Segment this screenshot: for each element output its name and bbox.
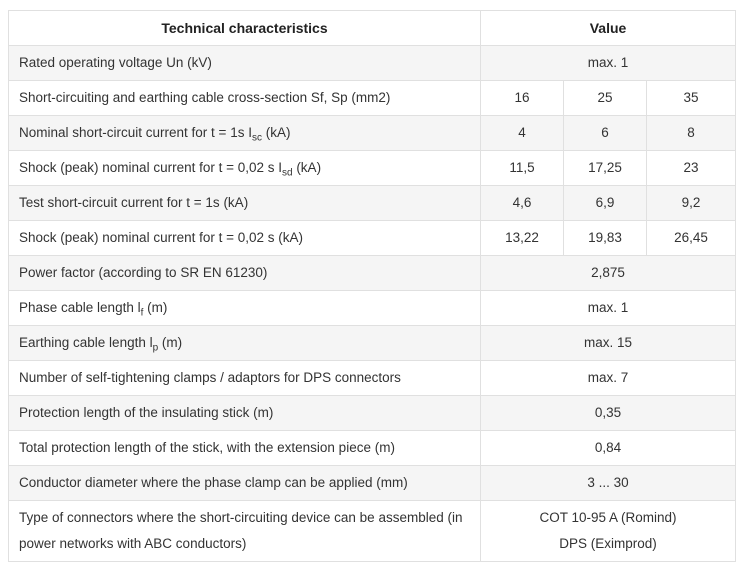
subscript: f — [140, 307, 144, 319]
row-label: Earthing cable length lp (m) — [8, 325, 481, 361]
row-value: max. 1 — [479, 45, 737, 81]
row-value: 9,2 — [645, 185, 737, 221]
table-row: Type of connectors where the short-circu… — [8, 500, 737, 562]
row-label: Conductor diameter where the phase clamp… — [8, 465, 481, 501]
table-row: Rated operating voltage Un (kV) max. 1 — [8, 45, 737, 81]
table-row: Short-circuiting and earthing cable cros… — [8, 80, 737, 116]
subscript: sd — [282, 167, 293, 179]
row-label: Number of self-tightening clamps / adapt… — [8, 360, 481, 396]
row-value: 17,25 — [563, 150, 647, 186]
row-value: 16 — [480, 80, 564, 116]
row-value: 13,22 — [480, 220, 564, 256]
row-value: 4 — [480, 115, 564, 151]
table-row: Earthing cable length lp (m) max. 15 — [8, 325, 737, 361]
row-label: Short-circuiting and earthing cable cros… — [8, 80, 481, 116]
row-value: 2,875 — [479, 255, 737, 291]
row-value: max. 1 — [479, 290, 737, 326]
row-value: max. 15 — [479, 325, 737, 361]
row-value: 0,84 — [479, 430, 737, 466]
value-line: COT 10-95 A (Romind) — [539, 510, 677, 525]
row-value: 6,9 — [563, 185, 647, 221]
row-label: Phase cable length lf (m) — [8, 290, 481, 326]
row-label: Rated operating voltage Un (kV) — [8, 45, 481, 81]
row-label: Type of connectors where the short-circu… — [8, 500, 481, 562]
row-value: 19,83 — [563, 220, 647, 256]
row-value: 35 — [645, 80, 737, 116]
table-row: Number of self-tightening clamps / adapt… — [8, 360, 737, 396]
table-row: Test short-circuit current for t = 1s (k… — [8, 185, 737, 221]
subscript: p — [152, 342, 159, 354]
table-row: Shock (peak) nominal current for t = 0,0… — [8, 220, 737, 256]
row-value: max. 7 — [479, 360, 737, 396]
table-row: Total protection length of the stick, wi… — [8, 430, 737, 466]
row-label: Test short-circuit current for t = 1s (k… — [8, 185, 481, 221]
row-label: Nominal short-circuit current for t = 1s… — [8, 115, 481, 151]
row-value: 4,6 — [480, 185, 564, 221]
table-row: Shock (peak) nominal current for t = 0,0… — [8, 150, 737, 186]
subscript: sc — [251, 132, 262, 144]
header-value: Value — [479, 10, 737, 46]
table-row: Conductor diameter where the phase clamp… — [8, 465, 737, 501]
row-label: Shock (peak) nominal current for t = 0,0… — [8, 150, 481, 186]
row-label: Total protection length of the stick, wi… — [8, 430, 481, 466]
table-row: Protection length of the insulating stic… — [8, 395, 737, 431]
row-value: 23 — [645, 150, 737, 186]
value-line: DPS (Eximprod) — [559, 536, 657, 551]
row-value: 11,5 — [480, 150, 564, 186]
row-value: 3 ... 30 — [479, 465, 737, 501]
table-body: Rated operating voltage Un (kV) max. 1 Sho… — [8, 45, 737, 562]
row-value: COT 10-95 A (Romind) DPS (Eximprod) — [479, 500, 737, 562]
technical-characteristics-table: Technical characteristics Value Rated op… — [8, 10, 737, 562]
row-label: Power factor (according to SR EN 61230) — [8, 255, 481, 291]
table-row: Phase cable length lf (m) max. 1 — [8, 290, 737, 326]
row-label: Protection length of the insulating stic… — [8, 395, 481, 431]
header-row: Technical characteristics Value — [8, 10, 737, 46]
table-row: Power factor (according to SR EN 61230) 2… — [8, 255, 737, 291]
row-value: 8 — [645, 115, 737, 151]
row-value: 25 — [563, 80, 647, 116]
table-row: Nominal short-circuit current for t = 1s… — [8, 115, 737, 151]
row-label: Shock (peak) nominal current for t = 0,0… — [8, 220, 481, 256]
row-value: 26,45 — [645, 220, 737, 256]
row-value: 6 — [563, 115, 647, 151]
header-characteristics: Technical characteristics — [8, 10, 481, 46]
row-value: 0,35 — [479, 395, 737, 431]
